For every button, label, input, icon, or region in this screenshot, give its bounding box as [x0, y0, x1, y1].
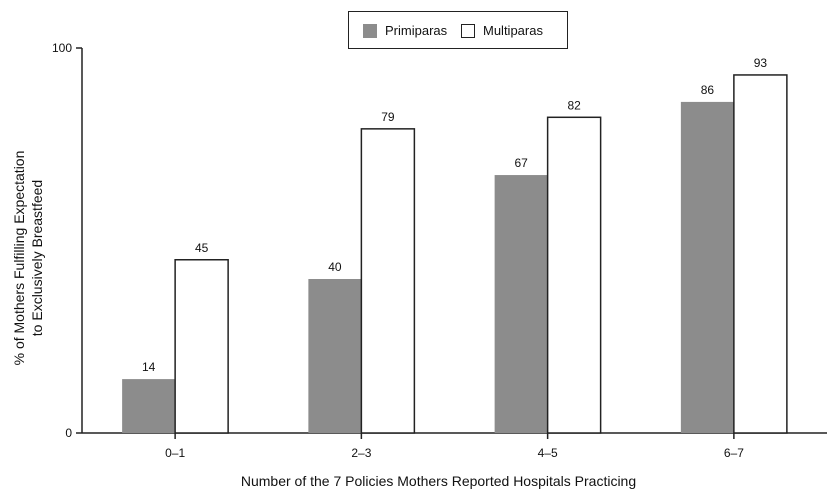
data-label: 40: [328, 260, 342, 274]
y-tick-label: 0: [65, 426, 72, 440]
bar-multiparas-2: [546, 116, 602, 434]
legend: Primiparas Multiparas: [348, 11, 568, 49]
legend-label-multiparas: Multiparas: [483, 23, 543, 38]
legend-swatch-primiparas: [363, 24, 377, 38]
x-tick-label: 6–7: [724, 446, 744, 460]
data-label: 67: [514, 156, 528, 170]
x-tick-label: 4–5: [538, 446, 558, 460]
y-tick-label: 100: [52, 41, 72, 55]
data-label: 79: [381, 110, 395, 124]
data-label: 45: [195, 241, 209, 255]
x-axis-title: Number of the 7 Policies Mothers Reporte…: [240, 473, 637, 489]
bar-primiparas-3: [680, 101, 734, 434]
x-tick-label: 0–1: [165, 446, 185, 460]
data-label: 14: [142, 360, 156, 374]
y-axis-title: % of Mothers Fulfilling Expectation to E…: [10, 151, 46, 366]
y-axis-title-line-1: % of Mothers Fulfilling Expectation: [11, 150, 27, 366]
y-axis-title-line-2: to Exclusively Breastfeed: [29, 179, 45, 337]
data-label: 93: [754, 56, 768, 70]
x-tick-label: 2–3: [351, 446, 371, 460]
data-label: 86: [701, 83, 715, 97]
legend-label-primiparas: Primiparas: [385, 23, 448, 38]
bar-multiparas-3: [733, 74, 788, 434]
bar-primiparas-0: [122, 379, 176, 433]
data-label: 82: [567, 98, 581, 112]
bar-multiparas-1: [360, 128, 416, 434]
legend-swatch-multiparas: [461, 24, 475, 38]
bar-primiparas-2: [494, 175, 548, 434]
bar-multiparas-0: [174, 259, 229, 434]
bar-primiparas-1: [308, 279, 362, 433]
